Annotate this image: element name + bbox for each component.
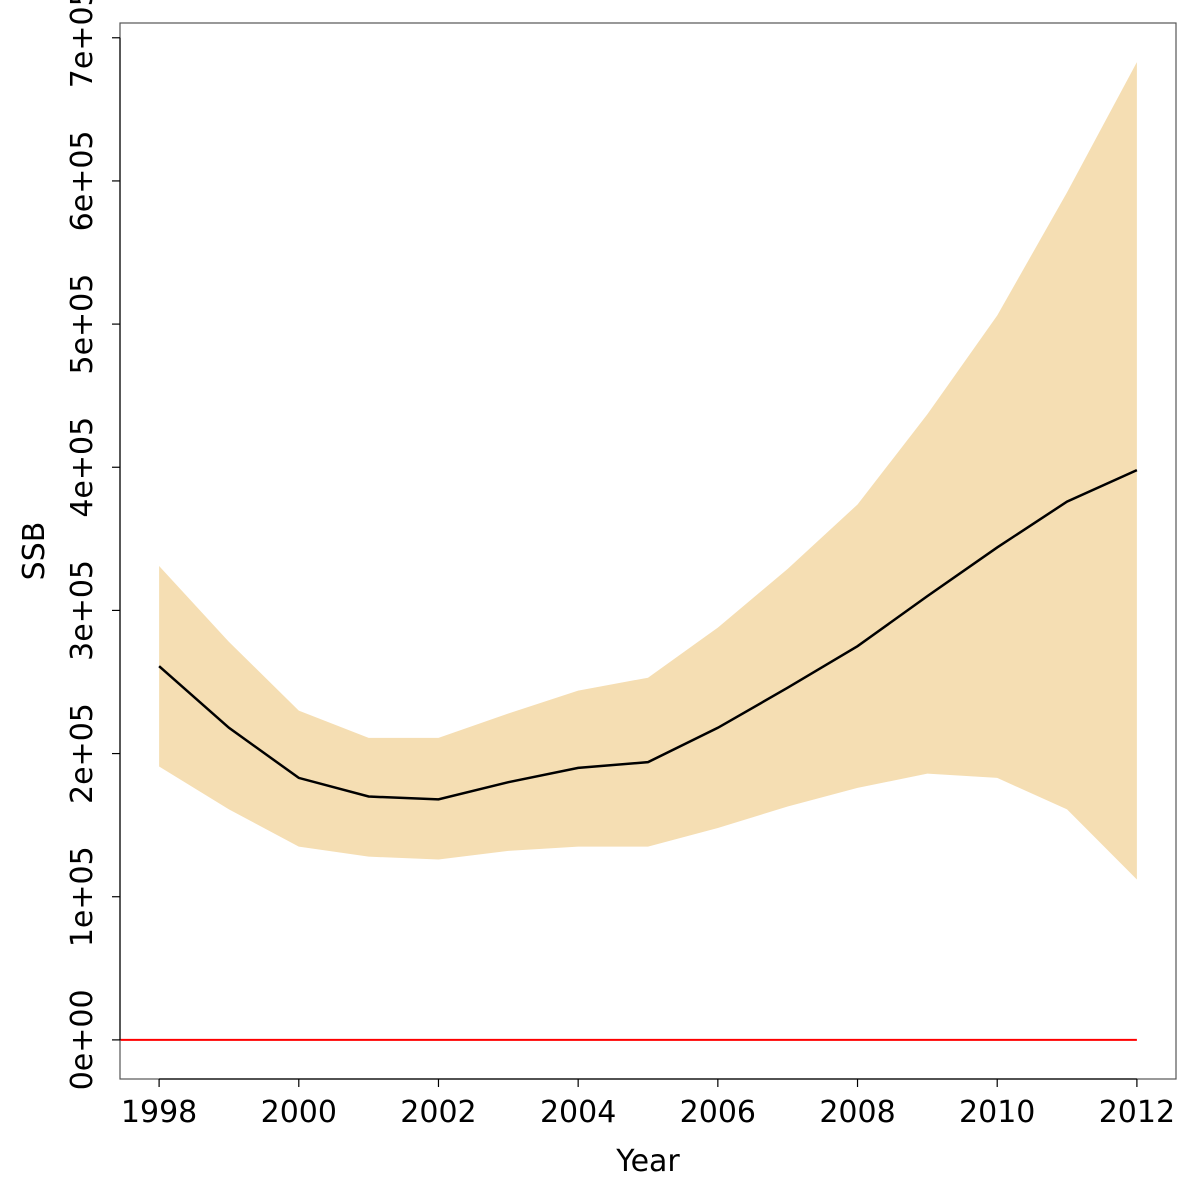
y-axis-label: SSB bbox=[17, 522, 52, 581]
x-tick-label: 2010 bbox=[959, 1095, 1035, 1130]
y-tick-label: 6e+05 bbox=[65, 131, 100, 232]
x-tick-label: 2004 bbox=[540, 1095, 616, 1130]
y-tick-label: 1e+05 bbox=[65, 846, 100, 947]
line bbox=[158, 468, 1138, 801]
x-tick-label: 2006 bbox=[680, 1095, 756, 1130]
y-tick-label: 5e+05 bbox=[65, 274, 100, 375]
x-tick-label: 2012 bbox=[1099, 1095, 1175, 1130]
y-tick-label: 7e+05 bbox=[65, 0, 100, 88]
confidence-band bbox=[159, 62, 1137, 880]
y-tick-label: 3e+05 bbox=[65, 560, 100, 661]
x-tick-label: 1998 bbox=[121, 1095, 197, 1130]
x-axis-label: Year bbox=[615, 1144, 680, 1179]
x-tick-label: 2008 bbox=[819, 1095, 895, 1130]
y-tick-label: 4e+05 bbox=[65, 417, 100, 518]
y-tick-label: 0e+00 bbox=[65, 989, 100, 1090]
y-tick-label: 2e+05 bbox=[65, 703, 100, 804]
x-tick-label: 2002 bbox=[400, 1095, 476, 1130]
x-tick-label: 2000 bbox=[261, 1095, 337, 1130]
